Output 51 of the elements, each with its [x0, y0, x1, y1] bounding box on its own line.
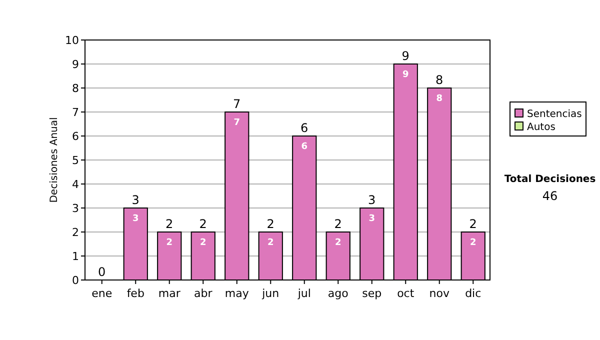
y-tick-label: 4 [72, 178, 79, 191]
text: 46 [542, 189, 558, 203]
x-tick-label: jul [296, 287, 311, 300]
data-label: 3 [368, 214, 376, 224]
total-label: 0 [98, 265, 106, 279]
text: Total Decisiones [504, 174, 596, 185]
data-label: 7 [234, 118, 240, 128]
data-label: 2 [200, 238, 206, 248]
y-tick-label: 8 [72, 82, 79, 95]
x-tick-label: oct [397, 287, 415, 300]
data-label: 6 [301, 142, 308, 152]
x-tick-label: sep [362, 287, 382, 300]
x-tick-label: ago [328, 287, 349, 300]
total-label: 6 [300, 121, 308, 135]
y-axis-title: Decisiones Anual [49, 117, 60, 203]
total-label: 2 [469, 217, 477, 231]
data-label: 8 [436, 94, 443, 104]
total-label: 7 [233, 97, 241, 111]
total-label: 3 [132, 193, 140, 207]
total-label: 9 [402, 49, 410, 63]
data-label: 3 [132, 214, 139, 224]
y-tick-label: 6 [72, 130, 79, 143]
x-tick-label: jun [261, 287, 280, 300]
x-tick-label: abr [194, 287, 213, 300]
y-tick-label: 7 [72, 106, 79, 119]
total-label: 8 [436, 73, 444, 87]
legend-label: Autos [527, 122, 556, 133]
legend-label: Sentencias [527, 109, 582, 120]
data-label: 2 [267, 238, 274, 248]
y-tick-label: 5 [72, 154, 79, 167]
data-label: 2 [166, 238, 173, 248]
x-tick-label: ene [92, 287, 112, 300]
y-tick-label: 10 [65, 34, 79, 47]
y-tick-label: 3 [72, 202, 79, 215]
data-label: 2 [470, 238, 476, 248]
data-label: 9 [402, 70, 409, 80]
y-tick-label: 2 [72, 226, 79, 239]
total-label: 2 [166, 217, 174, 231]
total-label: 2 [266, 217, 274, 231]
total-label: 3 [368, 193, 376, 207]
x-tick-label: may [224, 287, 250, 300]
total-label: 2 [199, 217, 207, 231]
y-tick-label: 0 [72, 274, 79, 287]
data-label: 2 [334, 238, 342, 248]
x-tick-label: feb [126, 287, 144, 300]
x-tick-label: nov [429, 287, 450, 300]
x-tick-label: mar [158, 287, 181, 300]
y-tick-label: 1 [72, 250, 79, 263]
y-tick-label: 9 [72, 58, 79, 71]
total-label: 2 [334, 217, 342, 231]
x-tick-label: dic [465, 287, 482, 300]
